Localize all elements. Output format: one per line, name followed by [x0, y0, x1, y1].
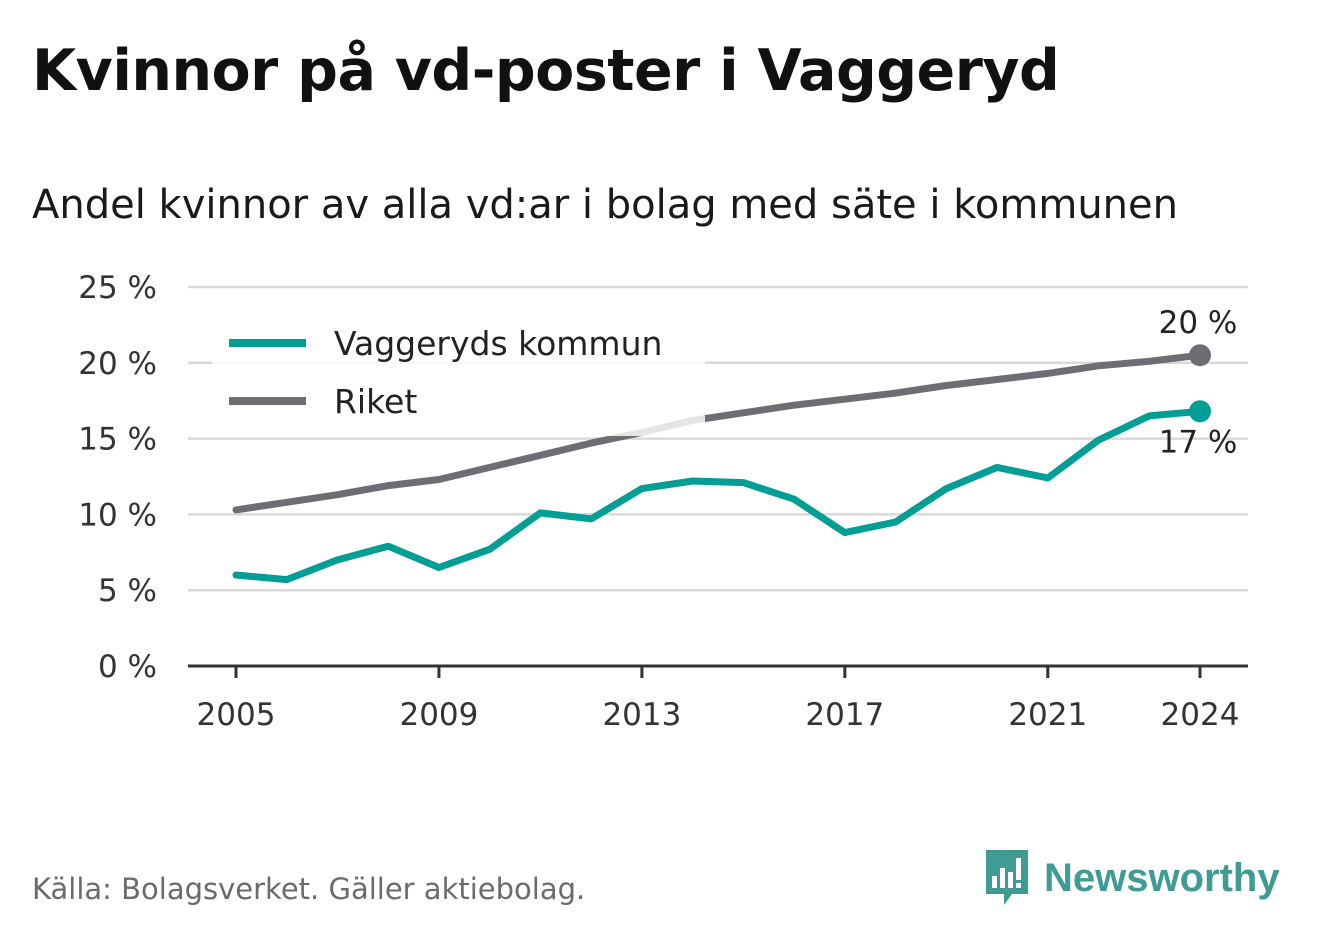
x-tick-label: 2024: [1161, 697, 1240, 733]
source-note: Källa: Bolagsverket. Gäller aktiebolag.: [32, 872, 586, 906]
brand-name: Newsworthy: [1044, 855, 1280, 900]
y-tick-label: 15 %: [78, 422, 157, 458]
bar-chart-speech-bubble-icon: [986, 850, 1028, 905]
end-labels: 17 % 20 %: [1159, 305, 1238, 460]
series-line-1: [232, 351, 1204, 514]
legend-box: [212, 312, 705, 436]
legend-label: Vaggeryds kommun: [334, 324, 662, 363]
y-tick-label: 10 %: [78, 497, 157, 533]
x-tick-label: 2005: [197, 697, 276, 733]
x-tick-label: 2009: [399, 697, 478, 733]
chart-subtitle: Andel kvinnor av alla vd:ar i bolag med …: [32, 182, 1178, 228]
x-tick-label: 2017: [805, 697, 884, 733]
y-tick-label: 20 %: [78, 346, 157, 382]
y-tick-label: 25 %: [78, 270, 157, 306]
x-tick-label: 2013: [602, 697, 681, 733]
y-tick-label: 0 %: [98, 649, 157, 685]
series-line-0: [232, 407, 1204, 584]
y-tick-label: 5 %: [98, 573, 157, 609]
series-lines: [232, 351, 1204, 584]
legend-label: Riket: [334, 382, 417, 421]
end-value-label: 20 %: [1159, 305, 1238, 341]
line-chart: 0 %5 %10 %15 %20 %25 % 2005 2009 2013 2017 2…: [78, 270, 1248, 733]
brand: Newsworthy: [982, 848, 1280, 908]
y-axis-ticks: 0 % 5 % 10 % 15 % 20 % 25 %: [78, 270, 157, 685]
end-value-label: 17 %: [1159, 424, 1238, 460]
end-point: [1189, 400, 1211, 423]
x-axis: 2005 2009 2013 2017 2021 2024: [188, 664, 1248, 733]
chart-title: Kvinnor på vd-poster i Vaggeryd: [32, 38, 1060, 104]
x-tick-label: 2021: [1008, 697, 1087, 733]
end-point: [1189, 344, 1211, 367]
legend: Vaggeryds kommun Riket: [212, 312, 705, 436]
